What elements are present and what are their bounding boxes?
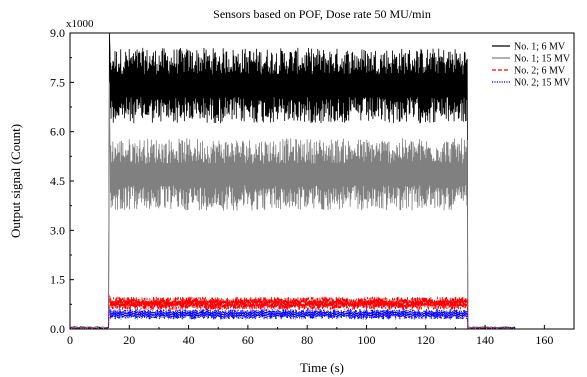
y-tick-label: 9.0: [50, 26, 65, 40]
x-tick-label: 20: [123, 333, 135, 347]
y-tick-label: 6.0: [50, 125, 65, 139]
series-line-4: [69, 307, 515, 330]
y-tick-label: 3.0: [50, 223, 65, 237]
y-axis-label: Output signal (Count): [8, 124, 23, 238]
y-tick-label: 1.5: [50, 273, 65, 287]
x-tick-label: 100: [357, 333, 375, 347]
plot-area: [69, 32, 515, 330]
y-multiplier-label: x1000: [66, 18, 94, 30]
series-line-2: [69, 82, 515, 329]
chart-title: Sensors based on POF, Dose rate 50 MU/mi…: [213, 7, 431, 21]
x-tick-label: 160: [535, 333, 553, 347]
x-axis-label: Time (s): [300, 360, 344, 375]
series-line-1: [69, 32, 515, 329]
legend-label: No. 1; 15 MV: [514, 54, 571, 65]
x-tick-label: 40: [183, 333, 195, 347]
y-tick-label: 4.5: [50, 174, 65, 188]
y-tick-label: 0.0: [50, 322, 65, 336]
x-tick-label: 0: [67, 333, 73, 347]
axes: 0 20 40 60 80 100 120 140 160 0.0 1.5 3.0 4.5 6.0 7.5 9…: [50, 26, 553, 347]
y-tick-label: 7.5: [50, 75, 65, 89]
x-tick-label: 140: [476, 333, 494, 347]
legend-label: No. 2; 6 MV: [514, 66, 566, 77]
legend-label: N0. 2; 15 MV: [514, 78, 571, 89]
x-tick-label: 120: [417, 333, 435, 347]
series-line-3: [69, 294, 515, 330]
x-tick-label: 80: [301, 333, 313, 347]
x-tick-label: 60: [242, 333, 254, 347]
legend-label: No. 1; 6 MV: [514, 42, 566, 53]
